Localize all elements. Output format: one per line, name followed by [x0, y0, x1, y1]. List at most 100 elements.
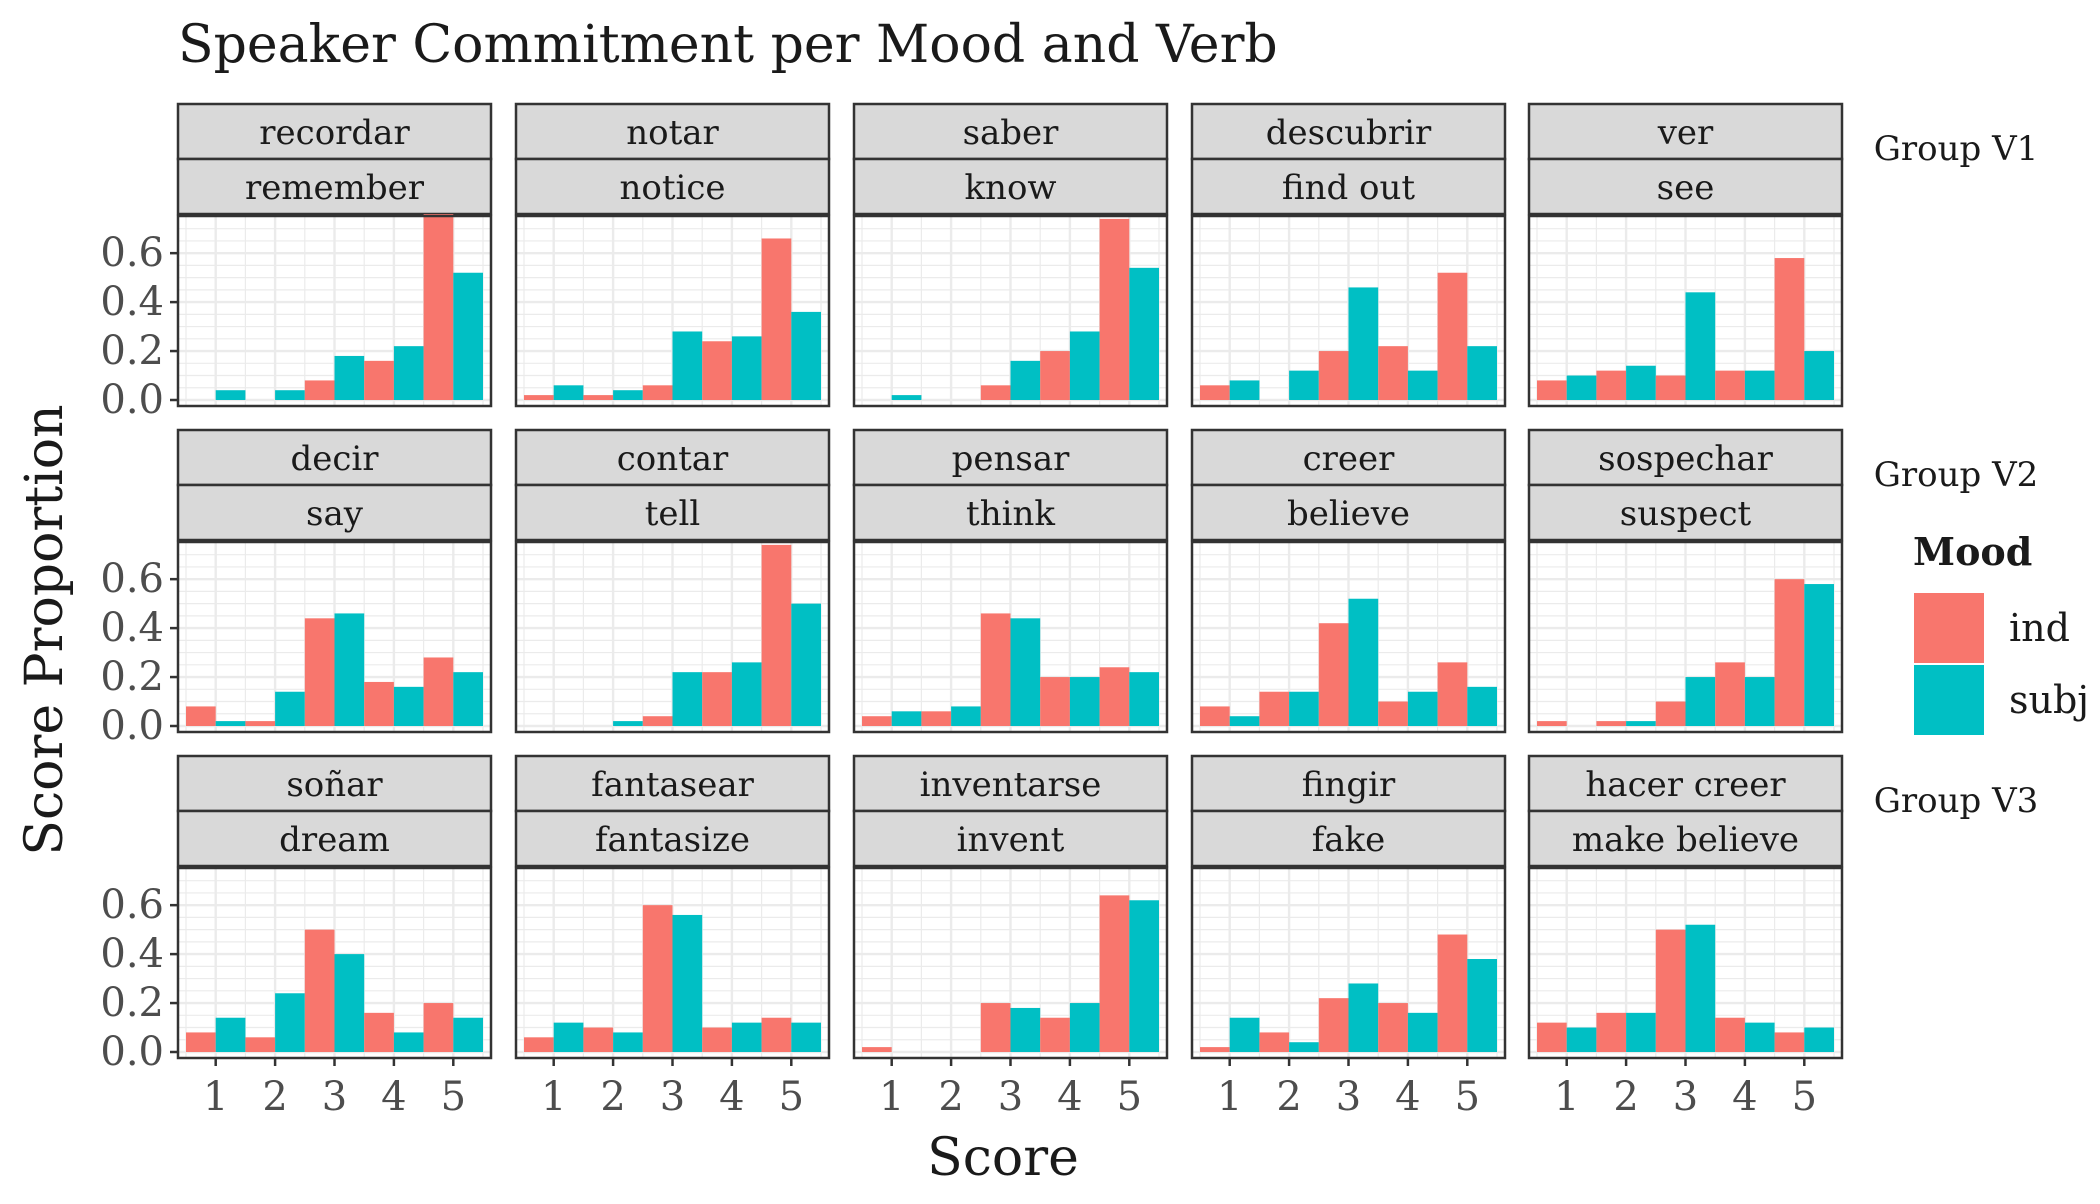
bar-ind-score-5: [423, 1003, 454, 1052]
bar-ind-score-1: [1200, 385, 1230, 400]
panel-say: decir say 0.00.20.40.6: [100, 428, 493, 749]
x-tick-label: 3: [1673, 1074, 1698, 1120]
y-tick-label: 0.6: [100, 882, 164, 928]
bar-subj-score-5: [1467, 959, 1497, 1052]
bar-subj-score-2: [1289, 691, 1319, 726]
bar-subj-score-5: [1129, 267, 1159, 400]
strip-english: [1527, 483, 1844, 542]
bar-ind-score-4: [1040, 351, 1070, 400]
bar-subj-score-3: [1010, 618, 1041, 726]
bar-subj-score-2: [951, 706, 981, 726]
bar-ind-score-1: [1200, 706, 1230, 726]
x-tick-label: 2: [1613, 1074, 1638, 1120]
bar-ind-score-2: [583, 395, 614, 400]
bar-subj-score-4: [731, 336, 762, 400]
bar-ind-score-3: [980, 385, 1011, 400]
y-tick-label: 0.4: [100, 279, 164, 325]
bar-subj-score-1: [891, 711, 922, 726]
bar-subj-score-5: [1467, 346, 1497, 400]
strip-label-english: think: [966, 494, 1055, 534]
legend-label-subj: subj: [2009, 678, 2089, 722]
strip-english: [514, 157, 831, 216]
panel-remember: recordar remember 0.00.20.40.6: [100, 102, 493, 423]
bar-subj-score-3: [334, 355, 365, 400]
bar-subj-score-5: [791, 603, 821, 726]
bar-subj-score-1: [553, 385, 584, 400]
bar-subj-score-4: [393, 346, 424, 400]
legend-swatch-subj: [1912, 663, 1986, 737]
strip-spanish: [514, 428, 831, 487]
bar-subj-score-1: [1229, 1017, 1260, 1052]
x-tick-label: 4: [1732, 1074, 1757, 1120]
bar-subj-score-1: [1229, 716, 1260, 726]
panel-border: [852, 540, 1169, 734]
bar-subj-score-2: [275, 691, 305, 726]
x-tick-label: 3: [998, 1074, 1023, 1120]
strip-english: [852, 809, 1169, 868]
strip-english: [176, 483, 493, 542]
strip-label-english: fantasize: [595, 820, 750, 860]
bar-subj-score-1: [215, 1017, 246, 1052]
strip-english: [1527, 157, 1844, 216]
panel-suspect: sospechar suspect: [1527, 428, 1844, 734]
strip-label-english: remember: [245, 168, 425, 208]
x-tick-label: 5: [441, 1074, 466, 1120]
strip-spanish: [852, 428, 1169, 487]
strip-spanish: [176, 102, 493, 161]
bar-ind-score-1: [524, 1037, 554, 1052]
x-tick-label: 4: [1057, 1074, 1082, 1120]
strip-spanish: [176, 428, 493, 487]
x-tick-label: 1: [1217, 1074, 1242, 1120]
panel-border: [1527, 540, 1844, 734]
panel-notice: notar notice: [514, 102, 831, 408]
bar-ind-score-3: [642, 385, 673, 400]
strip-label-english: tell: [645, 494, 701, 534]
bar-ind-score-3: [1318, 623, 1349, 726]
bar-ind-score-1: [1200, 1047, 1230, 1052]
panel-believe: creer believe: [1190, 428, 1507, 734]
bar-subj-score-4: [393, 1032, 424, 1052]
x-tick-label: 3: [1336, 1074, 1361, 1120]
strip-label-english: see: [1657, 168, 1715, 208]
strip-spanish: [1527, 428, 1844, 487]
legend: Mood ind subj: [1912, 529, 2089, 737]
bar-ind-score-3: [980, 613, 1011, 726]
bar-subj-score-4: [1744, 1022, 1775, 1052]
bar-ind-score-4: [1378, 701, 1408, 726]
bar-ind-score-1: [862, 716, 892, 726]
x-tick-label: 2: [600, 1074, 625, 1120]
strip-english: [852, 157, 1169, 216]
bar-ind-score-2: [1596, 1012, 1627, 1052]
bar-ind-score-1: [1537, 721, 1567, 726]
strip-label-spanish: pensar: [952, 439, 1071, 479]
y-tick-label: 0.4: [100, 931, 164, 977]
bar-subj-score-4: [731, 1022, 762, 1052]
bar-subj-score-3: [1685, 292, 1716, 400]
y-tick-label: 0.2: [100, 328, 164, 374]
strip-label-spanish: recordar: [259, 113, 410, 153]
bar-ind-score-3: [642, 905, 673, 1052]
bar-subj-score-5: [791, 311, 821, 400]
bar-ind-score-2: [245, 1037, 276, 1052]
bar-ind-score-4: [1378, 346, 1408, 400]
bar-subj-score-3: [1010, 360, 1041, 400]
bar-ind-score-3: [642, 716, 673, 726]
bar-ind-score-4: [1040, 1017, 1070, 1052]
strip-label-spanish: decir: [290, 439, 379, 479]
bar-ind-score-4: [364, 1012, 394, 1052]
bar-subj-score-4: [393, 686, 424, 726]
panel-see: ver see: [1527, 102, 1844, 408]
strip-spanish: [1527, 754, 1844, 813]
panel-know: saber know: [852, 102, 1169, 408]
bar-subj-score-3: [672, 672, 703, 726]
strip-spanish: [514, 102, 831, 161]
strip-spanish: [1190, 754, 1507, 813]
bar-subj-score-2: [1626, 365, 1656, 400]
bar-subj-score-4: [731, 662, 762, 726]
bar-subj-score-2: [613, 390, 643, 400]
bar-subj-score-2: [275, 993, 305, 1052]
bar-subj-score-4: [1069, 677, 1100, 726]
y-tick-label: 0.0: [100, 377, 164, 423]
y-tick-label: 0.0: [100, 703, 164, 749]
